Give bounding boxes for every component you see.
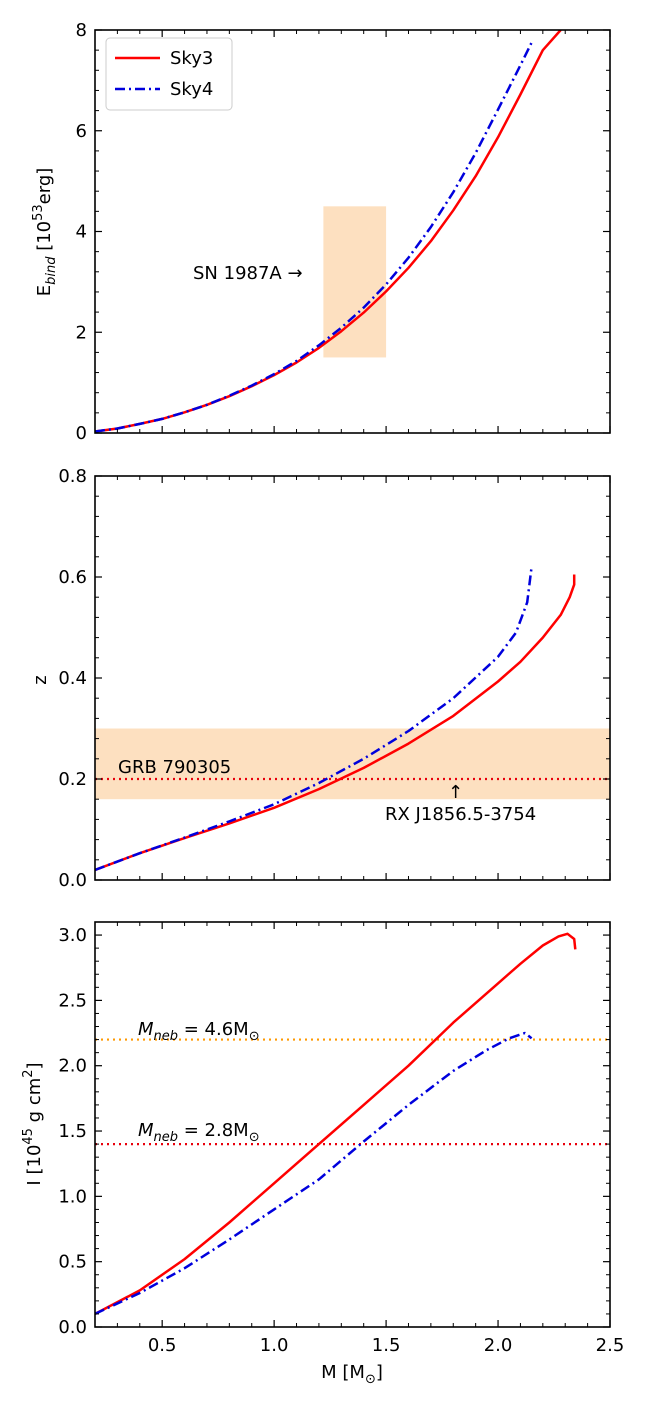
redshift-ytick-label: 0.4 [58, 668, 87, 689]
mneb-2.8-label: Mneb = 2.8M⊙ [138, 1120, 260, 1145]
ebind-shaded-region [323, 206, 387, 358]
ebind-y-axis-label: Ebind [1053erg] [31, 168, 59, 297]
inertia-ytick-label: 3.0 [58, 925, 87, 946]
ebind-series-sky4 [95, 42, 533, 433]
inertia-plot-frame [94, 921, 611, 1328]
inertia-ytick-label: 2.0 [58, 1056, 87, 1077]
redshift-ytick-label: 0.2 [58, 769, 87, 790]
redshift-plot-frame [94, 475, 611, 881]
inertia-ytick-label: 2.5 [58, 990, 87, 1011]
mass-xtick-label: 1.5 [372, 1335, 401, 1356]
mass-xtick-label: 0.5 [148, 1335, 177, 1356]
inertia-ytick-label: 0.5 [58, 1252, 87, 1273]
rx-annotation: RX J1856.5-3754 [385, 804, 536, 825]
ebind-ytick-label: 6 [76, 121, 87, 142]
legend: Sky3 Sky4 [105, 37, 233, 111]
redshift-ytick-label: 0.0 [58, 870, 87, 891]
inertia-y-axis-label: I [1045 g cm2] [21, 1062, 45, 1185]
redshift-ytick-label: 0.6 [58, 567, 87, 588]
redshift-series-sky4 [95, 566, 533, 872]
mass-xtick-label: 2.0 [484, 1335, 513, 1356]
inertia-ytick-label: 1.5 [58, 1121, 87, 1142]
ebind-ytick-label: 8 [76, 20, 87, 41]
inertia-series-sky4 [95, 1031, 533, 1316]
redshift-shaded-region [95, 728, 610, 800]
ebind-panel: 0 2 4 6 8 Ebind [1053erg] Sky3 Sky4 SN 1987A… [31, 20, 611, 444]
ebind-ytick-label: 2 [76, 322, 87, 343]
redshift-series-sky3 [95, 574, 576, 872]
ebind-ytick-label: 0 [76, 423, 87, 444]
mass-x-axis-label: M [M⊙] [321, 1362, 383, 1387]
rx-arrow: ↑ [448, 782, 463, 803]
inertia-series-sky3 [95, 932, 577, 1316]
ebind-ytick-label: 4 [76, 222, 87, 243]
inertia-ytick-label: 1.0 [58, 1186, 87, 1207]
inertia-panel: 0.0 0.5 1.0 1.5 2.0 2.5 3.0 0.5 1.0 1.5 2.0 2.5 I [… [21, 921, 625, 1387]
legend-box [105, 37, 233, 111]
sn1987a-annotation: SN 1987A → [193, 263, 303, 284]
redshift-panel: 0.0 0.2 0.4 0.6 0.8 z GRB 790305 ↑ RX J1856.… [30, 466, 611, 891]
ebind-plot-frame [94, 29, 611, 434]
inertia-ytick-label: 0.0 [58, 1317, 87, 1338]
grb-annotation: GRB 790305 [118, 757, 231, 778]
mass-xtick-label: 2.5 [596, 1335, 625, 1356]
redshift-y-axis-label: z [30, 675, 51, 684]
legend-sky4-label: Sky4 [170, 79, 213, 100]
legend-sky3-label: Sky3 [170, 48, 213, 69]
mneb-4.6-label: Mneb = 4.6M⊙ [138, 1019, 260, 1044]
redshift-ytick-label: 0.8 [58, 466, 87, 487]
mass-xtick-label: 1.0 [260, 1335, 289, 1356]
